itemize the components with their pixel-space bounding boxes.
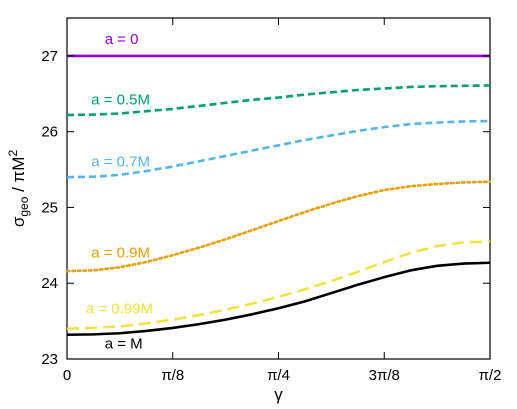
series-label-layer: a = 0 a = 0.5M a = 0.7M a = 0.9M a = 0.99M a … [86,31,153,353]
y-tick-label: 26 [41,124,58,141]
x-tick-label: 3π/8 [369,367,400,384]
series-line [65,180,492,273]
y-axis-label-sup: 2 [6,150,20,157]
y-axis-label-main: σ [9,216,28,227]
x-tick-label: π/8 [161,367,184,384]
y-tick-label: 23 [41,351,58,368]
series-label: a = 0.99M [86,301,153,318]
y-tick-label: 27 [41,48,58,65]
series-label: a = 0 [105,31,139,48]
x-tick-label: π/2 [479,367,502,384]
x-tick-label: π/4 [267,367,290,384]
y-axis: 23 24 25 26 27 [41,48,490,368]
series-layer [65,54,492,337]
y-axis-label-rest: / πM [9,157,28,197]
series-line [66,261,491,337]
series-label: a = 0.5M [91,91,150,108]
series-label: a = M [105,335,143,352]
x-axis-label: γ [274,385,283,404]
x-axis: 0 π/8 π/4 3π/8 π/2 [63,18,502,384]
y-axis-label-sub: geo [17,196,31,216]
y-tick-label: 25 [41,199,58,216]
series-label: a = 0.9M [91,244,150,261]
series-line [66,84,491,117]
series-line [66,119,491,179]
x-tick-label: 0 [63,367,71,384]
y-tick-label: 24 [41,275,58,292]
y-axis-label: σgeo / πM2 [6,150,31,228]
series-line [66,240,491,330]
series-label: a = 0.7M [91,154,150,171]
